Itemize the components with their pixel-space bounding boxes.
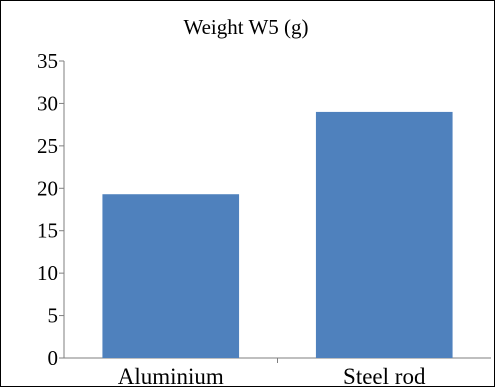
y-tick-label: 30 bbox=[37, 91, 58, 115]
y-tick-label: 10 bbox=[37, 261, 58, 285]
x-category-label: Steel rod bbox=[343, 364, 426, 387]
y-tick-label: 25 bbox=[37, 134, 58, 158]
y-tick-label: 35 bbox=[37, 49, 58, 73]
labels: 0 5 10 15 20 25 30 35 Aluminium Steel rod bbox=[37, 49, 426, 387]
y-tick-label: 15 bbox=[37, 219, 58, 243]
bar-steel-rod bbox=[315, 111, 453, 359]
bar-aluminium bbox=[102, 194, 240, 358]
x-category-label: Aluminium bbox=[118, 364, 224, 387]
y-tick-label: 0 bbox=[48, 346, 59, 370]
bars bbox=[102, 111, 453, 359]
chart-title: Weight W5 (g) bbox=[183, 15, 308, 39]
y-tick-label: 20 bbox=[37, 176, 58, 200]
y-tick-label: 5 bbox=[48, 304, 59, 328]
